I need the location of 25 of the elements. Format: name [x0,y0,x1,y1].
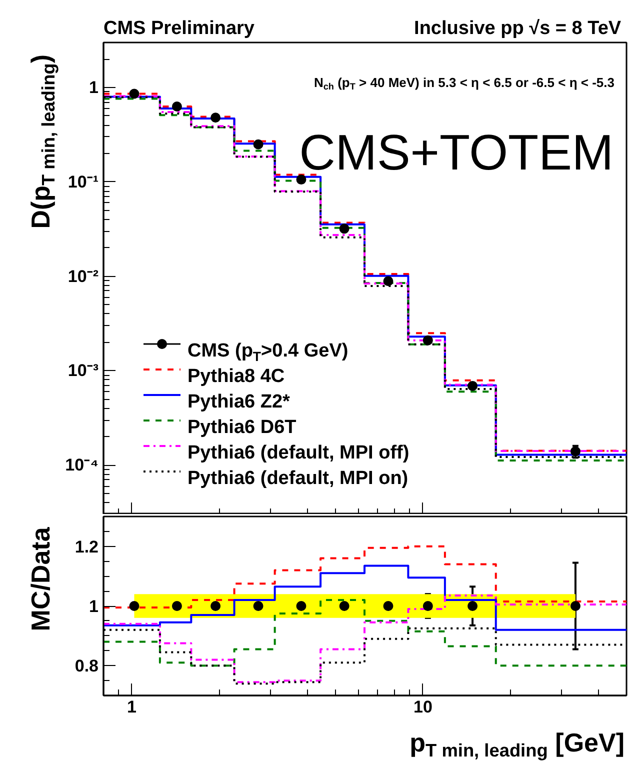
legend-label: Pythia6 D6T [188,417,297,438]
point [296,174,306,185]
point [383,276,394,286]
x-tick-label: 10 [413,698,432,716]
y-tick-label: 10⁻³ [68,361,99,380]
y-tick-label: 1.2 [74,537,99,556]
y-tick-label: 1 [89,597,99,616]
annotation: CMS+TOTEM [299,124,614,180]
y-tick-label: 10⁻² [68,266,99,286]
chart-subtitle: Inclusive pp √s = 8 TeV [414,18,622,39]
y-tick-label: 1 [89,78,99,98]
point [468,380,478,391]
legend-label: Pythia6 (default, MPI on) [188,468,408,489]
point [210,112,221,123]
point [253,139,264,150]
point [339,224,350,234]
y-tick-label: 0.8 [74,656,99,676]
legend-label: Pythia6 (default, MPI off) [188,442,410,464]
y-axis-title: D(pT min, leading) [26,54,58,229]
legend-label: Pythia6 Z2* [188,392,291,412]
y-axis-title: MC/Data [26,526,56,632]
legend-label: Pythia8 4C [188,366,285,387]
y-tick-label: 10⁻⁴ [65,456,99,475]
chart-title: CMS Preliminary [104,18,255,39]
y-tick-label: 10⁻¹ [68,172,99,192]
